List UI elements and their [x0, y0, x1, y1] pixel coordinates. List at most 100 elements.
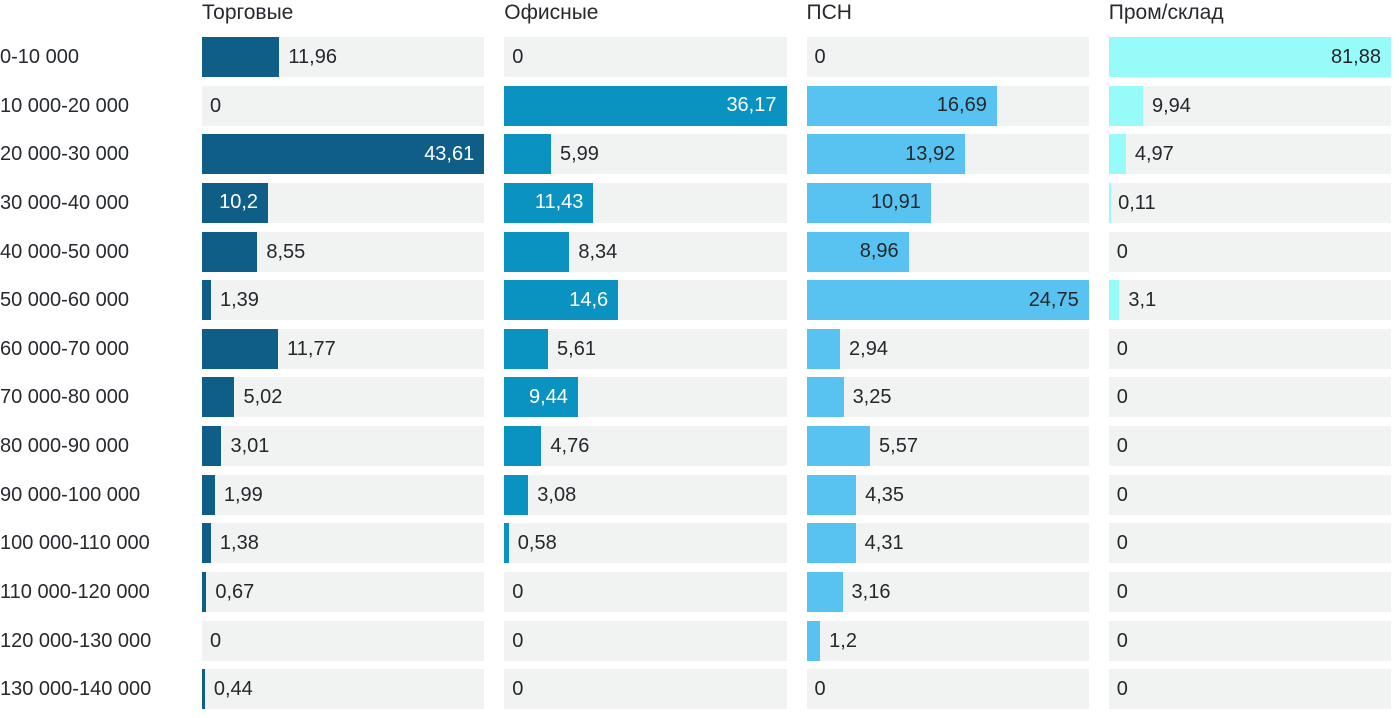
bar[interactable] — [202, 231, 258, 272]
bar-track: 43,61 — [202, 134, 485, 175]
bar-value-label: 3,01 — [230, 435, 270, 457]
series-header: ПСН — [806, 1, 852, 24]
bar-track: 0,67 — [202, 571, 485, 612]
bar-value-label: 11,96 — [288, 46, 337, 68]
bar[interactable] — [504, 426, 542, 466]
bar[interactable] — [504, 231, 570, 272]
bar-value-label: 0 — [1116, 386, 1128, 409]
bar-value-label: 0 — [1116, 240, 1128, 263]
bar[interactable] — [806, 377, 844, 418]
bar-value-label: 0 — [512, 46, 524, 68]
category-label: 10 000-20 000 — [0, 94, 130, 117]
bar[interactable]: 24,75 — [806, 280, 1089, 321]
bar-value-label: 3,1 — [1128, 289, 1157, 312]
bar-track: 1,2 — [806, 620, 1089, 661]
bar-track: 4,31 — [806, 523, 1089, 564]
bar-value-label: 5,02 — [243, 386, 283, 409]
bar-value-label: 0 — [1116, 678, 1128, 701]
category-label: 0-10 000 — [0, 46, 79, 68]
bar[interactable] — [504, 134, 551, 175]
bar-track: 0 — [1108, 523, 1391, 564]
bar[interactable] — [806, 523, 856, 564]
bar-value-label: 0 — [1116, 629, 1128, 652]
bar-value-label: 5,57 — [879, 435, 918, 457]
bar-value-label: 0 — [1116, 483, 1128, 506]
bar[interactable] — [1108, 280, 1120, 321]
bar-track: 0 — [504, 669, 787, 710]
bar-value-label: 14,6 — [569, 288, 609, 311]
bar[interactable] — [806, 474, 857, 515]
bar[interactable] — [202, 571, 207, 612]
bar[interactable]: 81,88 — [1108, 37, 1391, 77]
bar-value-label: 4,31 — [864, 532, 904, 555]
bar[interactable] — [504, 523, 509, 564]
bar[interactable]: 9,44 — [504, 377, 578, 418]
bar-track: 5,02 — [202, 377, 485, 418]
bar[interactable]: 16,69 — [806, 85, 997, 126]
bar[interactable]: 13,92 — [806, 134, 966, 175]
bar[interactable] — [806, 426, 871, 466]
series-header: Торговые — [202, 1, 294, 24]
bar-track: 0 — [1108, 620, 1391, 661]
bar-track: 3,01 — [202, 426, 485, 466]
bar-value-label: 0 — [814, 46, 826, 68]
bar[interactable] — [504, 474, 529, 515]
bar-track: 11,96 — [202, 37, 485, 77]
bar-value-label: 16,69 — [936, 94, 987, 117]
bar[interactable] — [202, 426, 222, 466]
bar[interactable]: 43,61 — [202, 134, 485, 175]
bar-value-label: 0 — [814, 678, 826, 701]
bar[interactable] — [504, 328, 549, 369]
bar[interactable] — [1108, 134, 1126, 175]
bar[interactable]: 11,43 — [504, 182, 594, 223]
bar[interactable] — [202, 523, 211, 564]
bar-track: 3,25 — [806, 377, 1089, 418]
category-label: 80 000-90 000 — [0, 435, 130, 457]
bar-track: 0 — [1108, 328, 1391, 369]
bar[interactable]: 10,91 — [806, 182, 931, 223]
bar[interactable] — [1108, 85, 1143, 126]
bar-value-label: 24,75 — [1028, 288, 1079, 311]
bar-value-label: 0 — [512, 580, 524, 603]
bar[interactable] — [806, 620, 821, 661]
bar[interactable] — [202, 669, 205, 710]
bar-track: 14,6 — [504, 280, 787, 321]
header-corner — [0, 0, 182, 37]
bar-value-label: 0 — [1116, 580, 1128, 603]
bar-value-label: 11,43 — [534, 191, 584, 214]
bar[interactable]: 36,17 — [504, 85, 787, 126]
category-label: 100 000-110 000 — [0, 532, 150, 555]
bar-value-label: 3,08 — [537, 483, 577, 506]
bar[interactable] — [202, 474, 215, 515]
bar[interactable] — [1108, 182, 1111, 223]
bar-value-label: 2,94 — [849, 337, 888, 360]
bar[interactable] — [806, 328, 841, 369]
bar[interactable] — [202, 37, 280, 77]
bar[interactable] — [202, 328, 279, 369]
bar-track: 3,1 — [1108, 280, 1391, 321]
bar[interactable] — [202, 280, 211, 321]
bar-track: 0 — [202, 85, 485, 126]
bar-value-label: 11,77 — [287, 337, 336, 360]
bar[interactable] — [806, 571, 843, 612]
bar[interactable]: 14,6 — [504, 280, 619, 321]
bar-track: 24,75 — [806, 280, 1089, 321]
bar-track: 0 — [806, 669, 1089, 710]
bar-value-label: 0,11 — [1118, 191, 1156, 214]
bar[interactable] — [202, 377, 235, 418]
bar-track: 0 — [806, 37, 1089, 77]
bar[interactable]: 8,96 — [806, 231, 909, 272]
bar[interactable]: 10,2 — [202, 182, 269, 223]
bar-track: 1,38 — [202, 523, 485, 564]
bar-value-label: 5,61 — [557, 337, 596, 360]
bar-track: 10,2 — [202, 182, 485, 223]
bar-track: 0 — [1108, 377, 1391, 418]
bar-value-label: 1,2 — [829, 629, 857, 652]
bar-value-label: 0 — [512, 678, 524, 701]
category-label: 90 000-100 000 — [0, 483, 141, 506]
bar-track: 1,99 — [202, 474, 485, 515]
bar-track: 8,55 — [202, 231, 485, 272]
bar-value-label: 0 — [210, 629, 222, 652]
bar-track: 2,94 — [806, 328, 1089, 369]
